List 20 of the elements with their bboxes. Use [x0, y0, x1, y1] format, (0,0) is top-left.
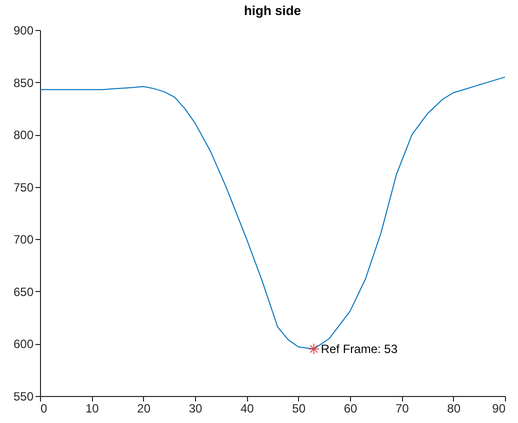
y-tick-label: 700 — [13, 232, 34, 247]
chart-title: high side — [244, 3, 302, 18]
y-tick-label: 650 — [13, 284, 34, 299]
x-tick-label: 20 — [137, 402, 151, 416]
x-tick-label: 60 — [344, 402, 358, 416]
y-tick-label: 550 — [13, 390, 34, 404]
x-tick-label: 30 — [188, 402, 202, 416]
y-tick-label: 750 — [13, 180, 34, 194]
x-tick-label: 70 — [395, 402, 410, 416]
x-tick-label: 0 — [40, 402, 48, 416]
x-tick-label: 40 — [240, 402, 254, 416]
y-tick-label: 800 — [13, 128, 34, 142]
y-tick-label: 900 — [13, 24, 34, 38]
x-tick-label: 10 — [85, 402, 100, 416]
x-tick-label: 80 — [447, 402, 461, 416]
x-tick-label: 50 — [292, 402, 306, 416]
y-tick-label: 600 — [13, 337, 34, 352]
x-tick-label: 90 — [492, 402, 506, 416]
y-tick-label: 850 — [13, 76, 34, 90]
annotation: Ref Frame: 53 — [320, 342, 398, 356]
